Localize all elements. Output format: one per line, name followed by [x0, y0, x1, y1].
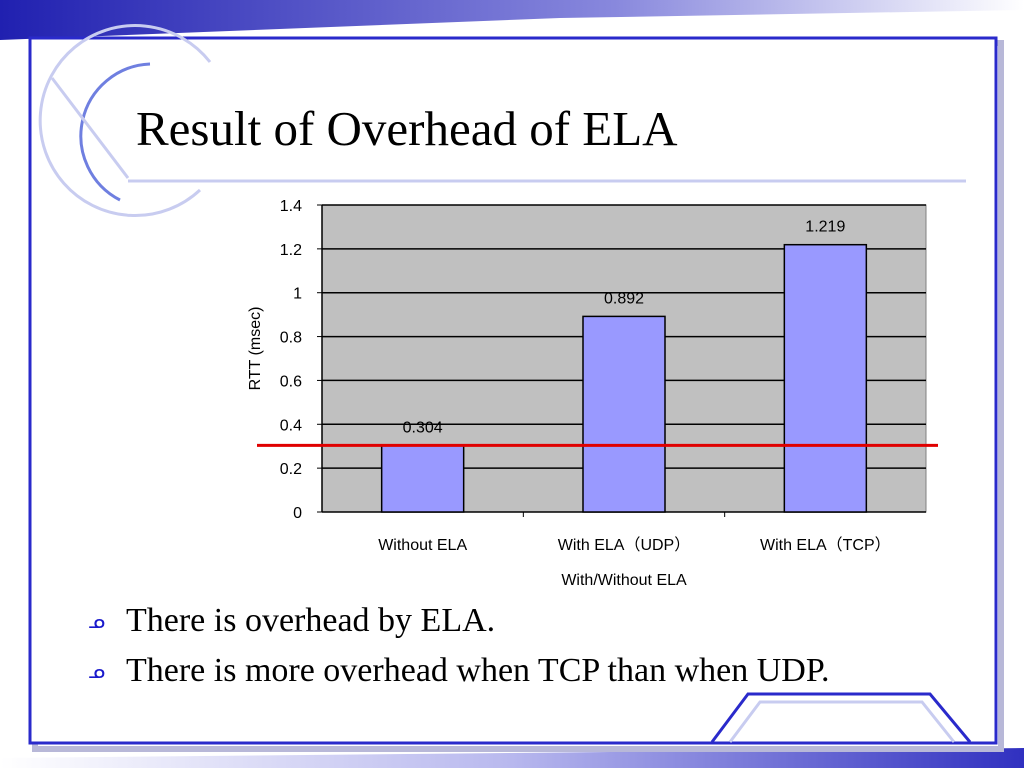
y-tick-label: 1	[293, 286, 302, 303]
y-tick-label: 0	[293, 505, 302, 522]
category-label: Without ELA	[378, 537, 467, 554]
decor-arc-outer	[38, 24, 212, 218]
bar	[783, 243, 868, 513]
category-label: With ELA（UDP）	[558, 536, 690, 554]
bar-chart: 0 0.2 0.4 0.6 0.8 1 1.2 1.4 0.304 Without ELA 0.89…	[247, 198, 938, 589]
bullet-list: ᓄ There is overhead by ELA. ᓄ There is mor…	[86, 596, 829, 696]
bar	[582, 315, 666, 513]
y-axis-title: RTT (msec)	[247, 307, 264, 391]
top-gradient-band	[0, 0, 1024, 40]
y-tick-label: 1.2	[280, 242, 302, 259]
data-label: 0.892	[604, 290, 644, 307]
slide-title: Result of Overhead of ELA	[136, 101, 678, 156]
y-tick-label: 1.4	[280, 198, 302, 215]
data-label: 0.304	[403, 419, 443, 436]
data-label: 1.219	[805, 219, 845, 236]
category-label: With ELA（TCP）	[760, 536, 891, 554]
decor-tab-inner	[728, 700, 956, 743]
y-tick-label: 0.6	[280, 373, 302, 390]
bullet-item: ᓄ There is overhead by ELA.	[86, 596, 829, 646]
bar	[380, 444, 465, 513]
swash-bullet-icon: ᓄ	[88, 609, 106, 633]
x-axis-title: With/Without ELA	[561, 572, 687, 589]
bullet-item: ᓄ There is more overhead when TCP than wh…	[86, 646, 829, 696]
bullet-text: There is more overhead when TCP than whe…	[126, 652, 830, 689]
decor-tab-outer	[710, 692, 972, 743]
bullet-text: There is overhead by ELA.	[126, 602, 496, 639]
y-tick-label: 0.4	[280, 417, 302, 434]
y-tick-label: 0.8	[280, 330, 302, 347]
y-tick-label: 0.2	[280, 461, 302, 478]
decor-diagonal	[50, 77, 130, 179]
bottom-gradient-band	[0, 748, 1024, 768]
swash-bullet-icon: ᓄ	[88, 659, 106, 683]
